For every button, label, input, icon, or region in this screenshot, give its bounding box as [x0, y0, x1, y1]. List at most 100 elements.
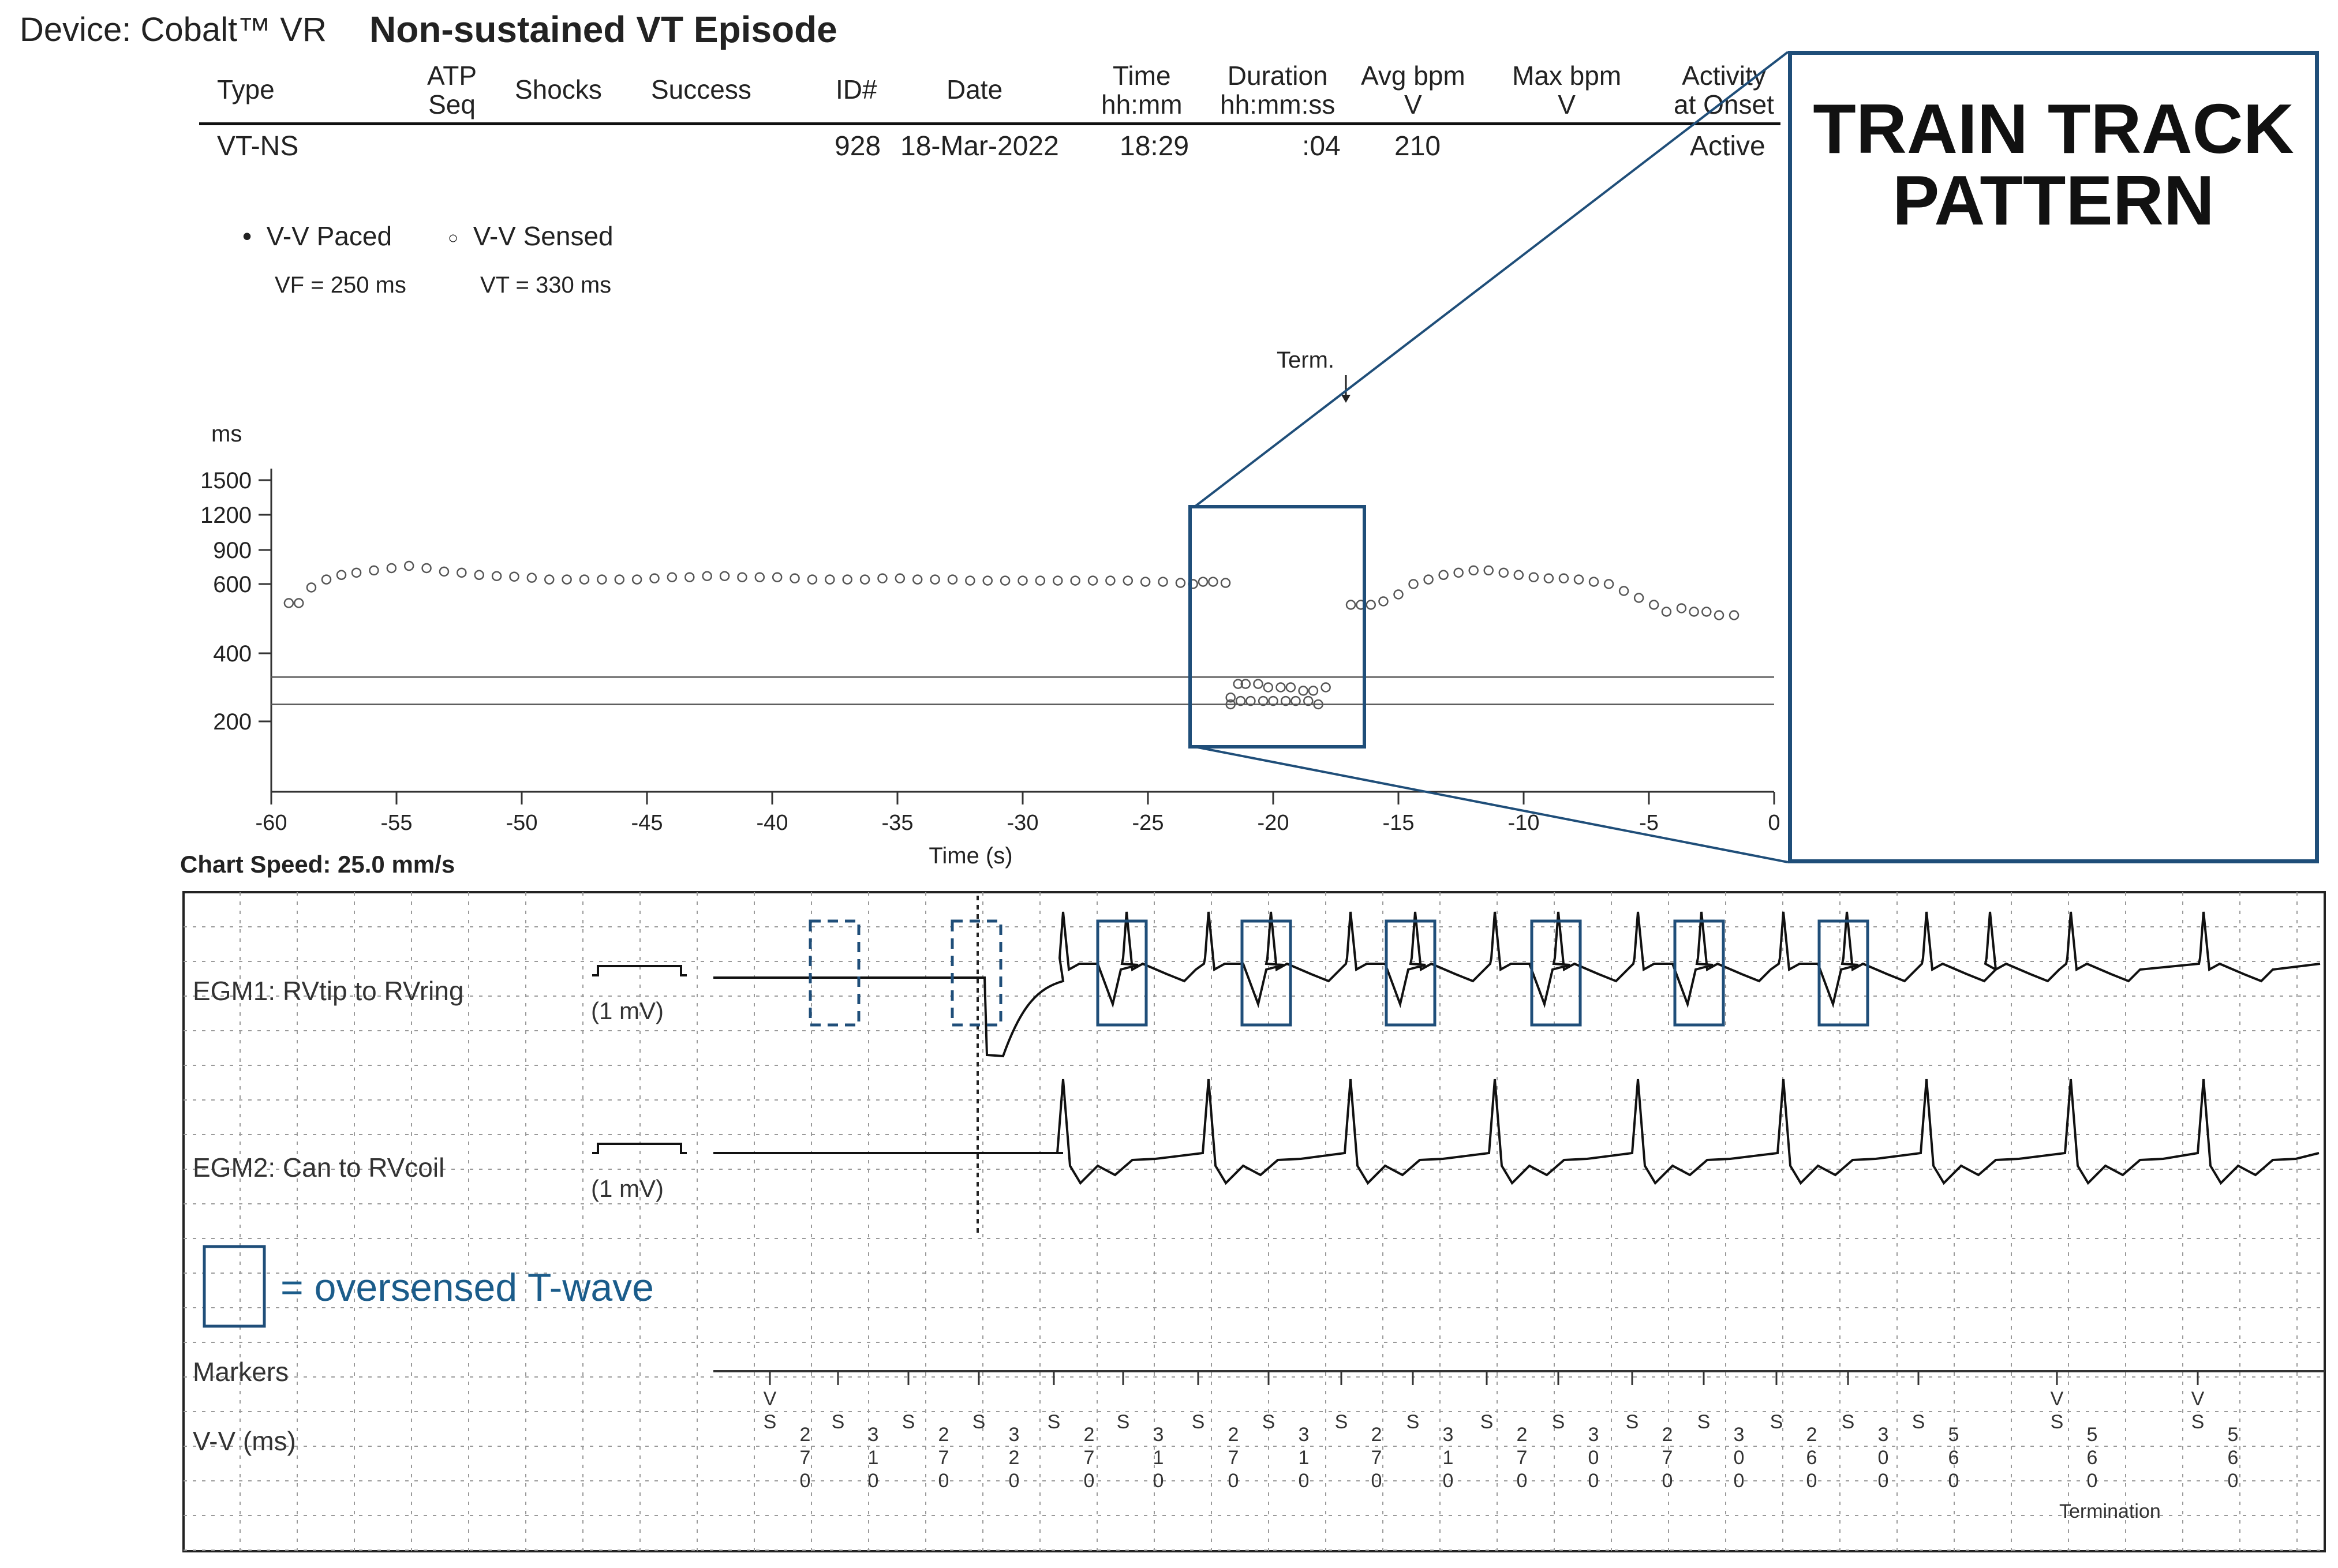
sensed-point [1573, 574, 1584, 585]
sensed-point [1087, 575, 1098, 586]
sensed-point [1633, 593, 1644, 603]
vv-interval-label: 5 6 0 [2227, 1424, 2239, 1492]
sensed-point [293, 598, 304, 608]
sensed-point [1225, 699, 1236, 710]
markers-label: Markers [193, 1357, 289, 1387]
y-tick-label: 1500 [200, 468, 252, 493]
sensed-point [1648, 600, 1659, 610]
open-circle-icon: ○ [448, 228, 459, 248]
vv-interval-label: 3 2 0 [1008, 1424, 1020, 1492]
vv-interval-label: 2 7 0 [1083, 1424, 1095, 1492]
sensed-point [336, 570, 347, 581]
marker-label: S [1116, 1411, 1130, 1433]
sensed-point [1035, 575, 1046, 586]
y-axis-label: ms [211, 421, 242, 447]
x-tick-label: -15 [1383, 811, 1415, 835]
sensed-point [1308, 686, 1319, 696]
sensed-point [1175, 578, 1186, 588]
marker-label: S [1480, 1411, 1494, 1433]
sensed-point [754, 572, 765, 582]
x-tick-label: -5 [1639, 811, 1659, 835]
vv-label: V-V (ms) [193, 1426, 296, 1456]
y-tick-label: 600 [213, 572, 252, 597]
termination-label: Termination [2059, 1500, 2161, 1522]
vv-interval-label: 3 0 0 [1588, 1424, 1599, 1492]
sensed-point [1053, 575, 1063, 586]
sensed-point [1018, 575, 1028, 586]
col-header-success: Success [651, 74, 751, 104]
zoom-connectors [1194, 51, 1789, 863]
col-header-date: Date [947, 74, 1003, 104]
dashed-oversense-box [951, 919, 1002, 1027]
sensed-point [842, 574, 852, 585]
x-tick-label: -50 [506, 811, 538, 835]
cell-avg-bpm: 210 [1394, 131, 1441, 162]
egm1-calibration: (1 mV) [591, 997, 664, 1024]
calibration-pulse [592, 1143, 687, 1154]
sensed-point [790, 573, 800, 583]
col-header-avg-bpm: Avg bpm V [1361, 61, 1465, 119]
term-label: Term. [1277, 347, 1334, 373]
oversense-box [1096, 919, 1148, 1027]
marker-label: S [972, 1411, 986, 1433]
sensed-point [1528, 572, 1539, 582]
sensed-point [1393, 589, 1404, 600]
sensed-point [1498, 567, 1509, 578]
sensed-point [1453, 567, 1464, 578]
marker-label: S [901, 1411, 915, 1433]
sensed-point [421, 563, 432, 574]
sensed-point [1263, 682, 1274, 693]
vv-interval-label: 3 1 0 [1442, 1424, 1454, 1492]
sensed-point [1303, 695, 1314, 706]
sensed-point [1258, 695, 1269, 706]
sensed-point [614, 574, 625, 585]
marker-label: S [1625, 1411, 1639, 1433]
sensed-point [1701, 607, 1712, 617]
sensed-point [457, 567, 467, 578]
chart-speed: Chart Speed: 25.0 mm/s [180, 851, 455, 878]
sensed-point [1468, 565, 1479, 576]
oversense-box [1530, 919, 1582, 1027]
vv-interval-label: 2 7 0 [1228, 1424, 1239, 1492]
sensed-point [1235, 695, 1246, 706]
x-tick-label: -55 [381, 811, 413, 835]
oversense-legend: = oversensed T-wave [280, 1266, 654, 1309]
sensed-point [386, 563, 397, 574]
sensed-point [1676, 603, 1687, 613]
sensed-point [859, 574, 870, 585]
x-tick-label: -35 [882, 811, 914, 835]
sensed-point [474, 570, 484, 581]
device-label: Device: Cobalt™ VR [20, 11, 327, 48]
vv-interval-label: 2 7 0 [799, 1424, 811, 1492]
vv-interval-label: 3 0 0 [1733, 1424, 1745, 1492]
marker-label: S [1841, 1411, 1855, 1433]
sensed-point [1483, 565, 1494, 576]
sensed-point [1320, 682, 1331, 693]
episode-title: Non-sustained VT Episode [369, 9, 837, 50]
sensed-point [562, 574, 572, 585]
x-tick-label: -30 [1007, 811, 1039, 835]
sensed-point [1378, 596, 1389, 607]
cell-id: 928 [835, 131, 881, 162]
sensed-point [1298, 686, 1308, 696]
vv-interval-label: 2 6 0 [1806, 1424, 1817, 1492]
legend-vt: VT = 330 ms [480, 272, 612, 298]
x-tick-label: -10 [1508, 811, 1540, 835]
sensed-point [1558, 573, 1569, 583]
legend-sensed: ○ V-V Sensed [448, 221, 614, 251]
sensed-point [1225, 692, 1236, 703]
legend-vf: VF = 250 ms [275, 272, 406, 298]
sensed-point [1603, 579, 1614, 589]
sensed-point [895, 573, 906, 583]
strip-frame [182, 891, 2326, 1552]
cell-type: VT-NS [217, 131, 299, 162]
sensed-point [947, 574, 958, 585]
oversense-box [1240, 919, 1292, 1027]
zoom-box [1188, 505, 1366, 749]
sensed-point [351, 567, 362, 578]
vv-interval-label: 3 1 0 [1298, 1424, 1310, 1492]
vv-interval-label: 3 1 0 [867, 1424, 879, 1492]
sensed-point [526, 572, 537, 583]
col-header-time: Time hh:mm [1101, 61, 1183, 119]
vv-interval-label: 2 7 0 [938, 1424, 949, 1492]
